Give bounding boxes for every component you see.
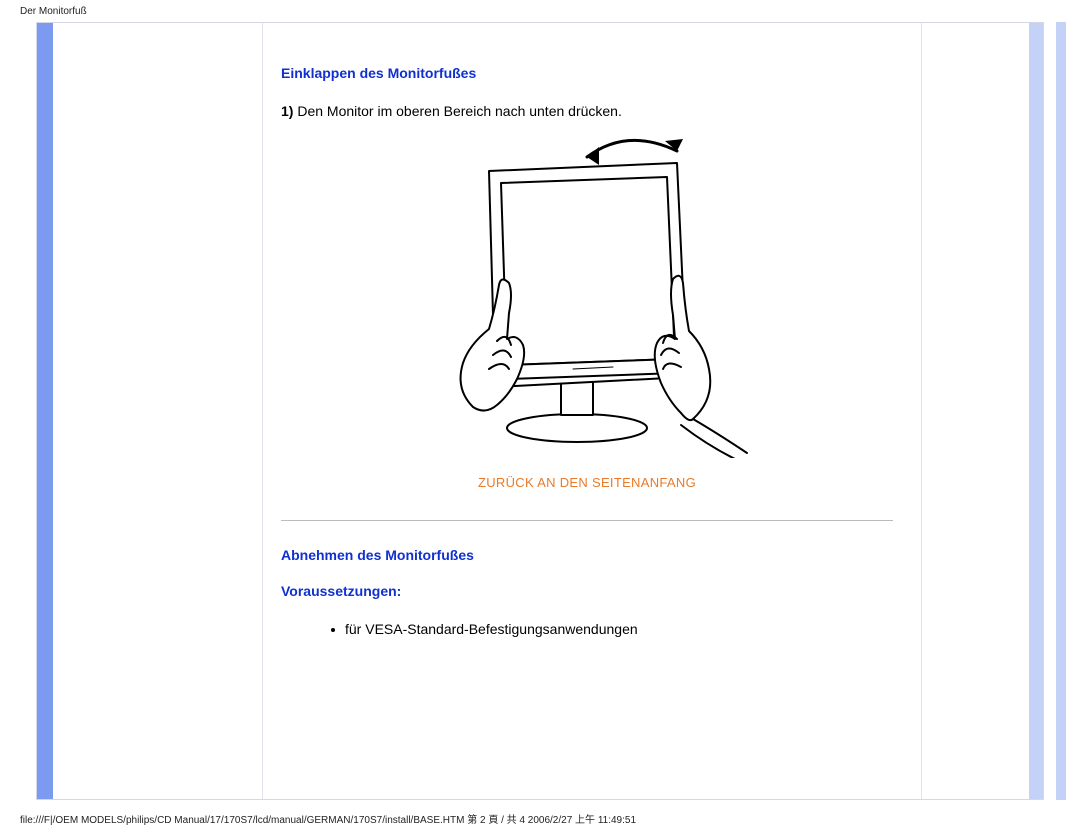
monitor-illustration	[281, 133, 893, 461]
right-accent-stripe-outer	[1056, 22, 1066, 800]
back-to-top-link[interactable]: ZURÜCK AN DEN SEITENANFANG	[281, 475, 893, 490]
subheading-requirements: Voraussetzungen:	[281, 583, 893, 599]
section-heading-fold: Einklappen des Monitorfußes	[281, 65, 893, 81]
content-panel: Einklappen des Monitorfußes 1) Den Monit…	[262, 23, 922, 799]
right-accent-stripe-inner	[1029, 23, 1043, 799]
section-divider	[281, 520, 893, 521]
requirements-list: für VESA-Standard-Befestigungsanwendunge…	[281, 621, 893, 637]
back-to-top-label: ZURÜCK AN DEN SEITENANFANG	[478, 475, 696, 490]
section-heading-remove: Abnehmen des Monitorfußes	[281, 547, 893, 563]
step-1-text: Den Monitor im oberen Bereich nach unten…	[293, 103, 621, 119]
monitor-fold-drawing-icon	[377, 133, 797, 458]
step-1-number: 1)	[281, 103, 293, 119]
page-header-title: Der Monitorfuß	[20, 6, 87, 17]
list-item: für VESA-Standard-Befestigungsanwendunge…	[331, 621, 893, 637]
footer-file-path: file:///F|/OEM MODELS/philips/CD Manual/…	[20, 811, 636, 826]
left-accent-stripe	[37, 23, 53, 799]
step-1-line: 1) Den Monitor im oberen Bereich nach un…	[281, 103, 893, 119]
page-frame: Einklappen des Monitorfußes 1) Den Monit…	[36, 22, 1044, 800]
